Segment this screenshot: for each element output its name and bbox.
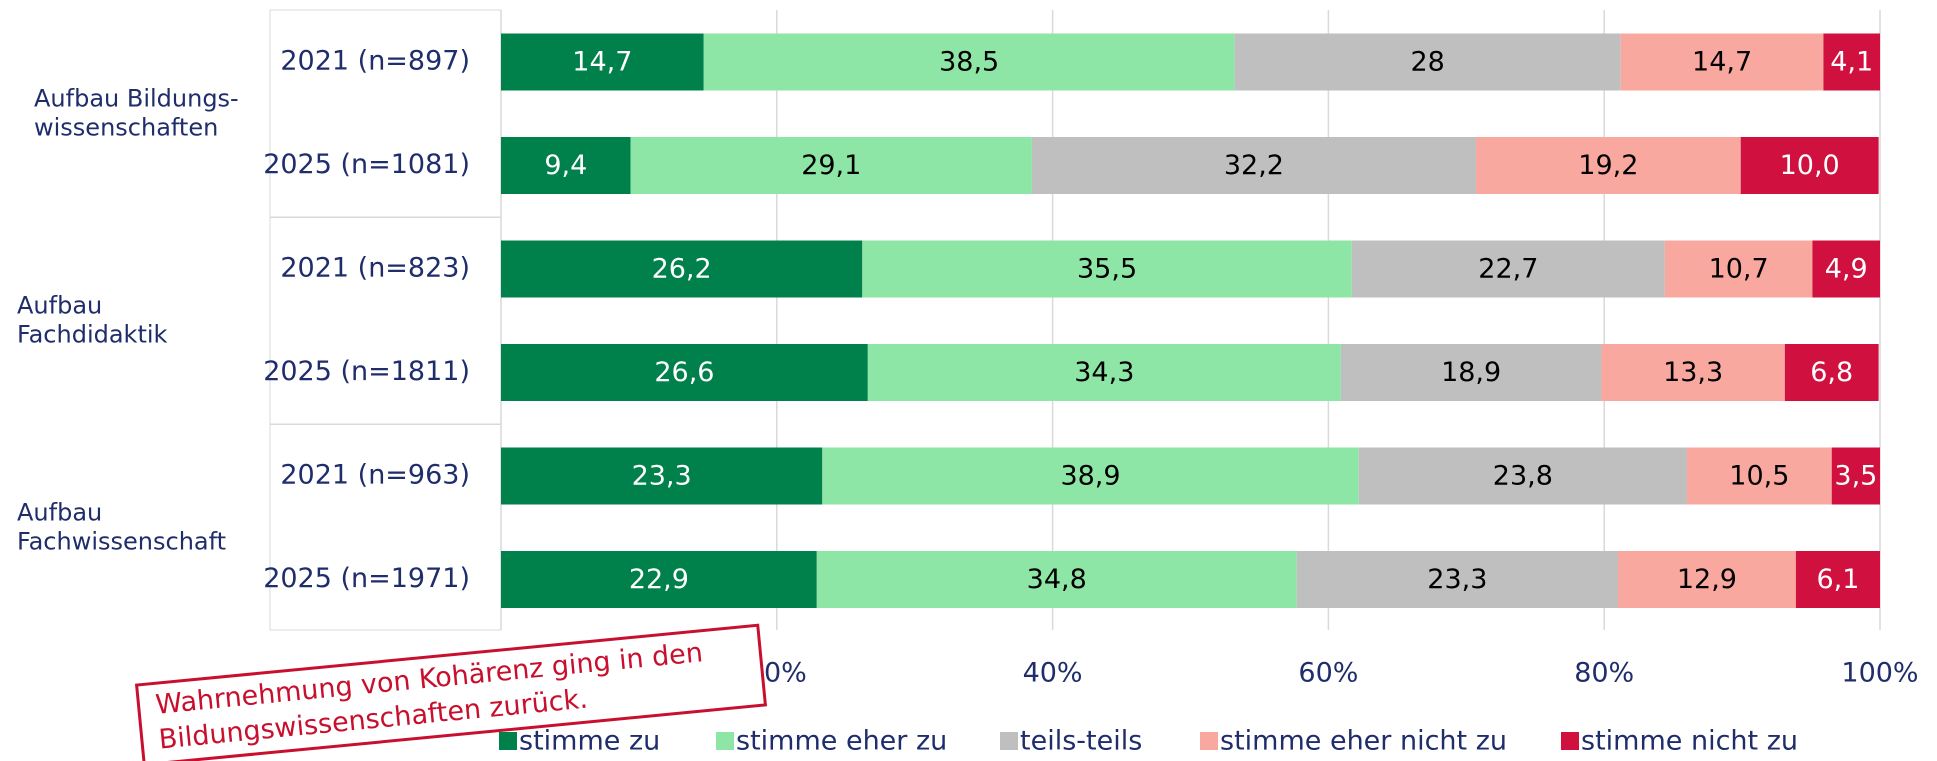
legend-label: stimme eher nicht zu	[1220, 726, 1507, 757]
annotation: Wahrnehmung von Kohärenz ging in den Bil…	[134, 623, 768, 761]
category-label: 2021 (n=823)	[280, 253, 470, 284]
bar-segment	[1601, 344, 1785, 401]
group-label: Aufbau	[17, 498, 102, 526]
group-label: Fachdidaktik	[17, 320, 168, 348]
category-label: 2025 (n=1081)	[263, 149, 470, 180]
value-label: 22,7	[1478, 254, 1538, 285]
value-label: 12,9	[1677, 564, 1737, 595]
bar-segment	[1475, 137, 1741, 194]
group-label: Fachwissenschaft	[17, 527, 226, 555]
bar-segment	[1686, 447, 1832, 505]
bar-segment	[816, 551, 1297, 608]
bar-segment	[501, 33, 704, 91]
value-label: 23,3	[1427, 564, 1487, 595]
value-label: 34,8	[1027, 564, 1087, 595]
bar-segment	[862, 240, 1352, 298]
legend-swatch	[499, 732, 517, 750]
bar-segment	[1358, 447, 1687, 505]
bar-segment	[1784, 344, 1879, 401]
value-label: 6,8	[1810, 357, 1853, 388]
legend-swatch	[716, 732, 734, 750]
value-label: 29,1	[801, 150, 861, 181]
bar-segment	[822, 447, 1359, 505]
value-label: 10,5	[1729, 461, 1789, 492]
bar-segment	[501, 344, 868, 401]
bar-segment	[1795, 551, 1880, 608]
value-label: 10,7	[1709, 254, 1769, 285]
bar-segment	[703, 33, 1235, 91]
category-label: 2025 (n=1971)	[263, 563, 470, 594]
value-label: 14,7	[572, 47, 632, 78]
annotation-box	[134, 623, 768, 761]
value-label: 19,2	[1578, 150, 1638, 181]
bar-segment	[1740, 137, 1879, 194]
bar-segment	[501, 551, 817, 608]
legend-swatch	[1561, 732, 1579, 750]
value-label: 6,1	[1816, 564, 1859, 595]
value-label: 4,9	[1825, 254, 1868, 285]
bar-segment	[501, 240, 863, 298]
value-label: 32,2	[1224, 150, 1284, 181]
group-label: Aufbau	[17, 291, 102, 319]
bar-segment	[501, 447, 823, 505]
value-label: 18,9	[1441, 357, 1501, 388]
bar-segment	[501, 137, 631, 194]
x-tick-label: 40%	[1023, 658, 1083, 689]
grid	[270, 10, 1881, 630]
value-label: 3,5	[1834, 461, 1877, 492]
bar-segment	[1812, 240, 1880, 298]
value-label: 35,5	[1077, 254, 1137, 285]
group-label: Aufbau Bildungs-	[34, 84, 239, 112]
value-label: 28	[1411, 47, 1445, 78]
value-label: 38,9	[1060, 461, 1120, 492]
bar-segment	[1031, 137, 1476, 194]
value-label: 23,3	[632, 461, 692, 492]
x-tick-label: 60%	[1298, 658, 1358, 689]
legend-swatch	[1000, 732, 1018, 750]
category-label: 2025 (n=1811)	[263, 356, 470, 387]
value-label: 38,5	[939, 47, 999, 78]
bar-segment	[1620, 33, 1824, 91]
legend-label: stimme eher zu	[736, 726, 947, 757]
value-label: 22,9	[629, 564, 689, 595]
bar-segment	[1351, 240, 1665, 298]
value-label: 10,0	[1780, 150, 1840, 181]
value-label: 4,1	[1830, 47, 1873, 78]
value-label: 23,8	[1493, 461, 1553, 492]
bar-segment	[1340, 344, 1602, 401]
category-label: 2021 (n=963)	[280, 460, 470, 491]
x-tick-label: 100%	[1841, 658, 1918, 689]
labels: 0%20%40%60%80%100%Aufbau Bildungs-wissen…	[17, 46, 1919, 757]
x-tick-label: 80%	[1574, 658, 1634, 689]
value-label: 26,6	[654, 357, 714, 388]
bar-segment	[1823, 33, 1880, 91]
legend-label: teils-teils	[1020, 726, 1142, 757]
bars	[501, 33, 1880, 608]
bar-segment	[1664, 240, 1813, 298]
bar-segment	[1831, 447, 1880, 505]
group-label: wissenschaften	[34, 113, 218, 141]
value-label: 34,3	[1074, 357, 1134, 388]
value-label: 26,2	[652, 254, 712, 285]
bar-segment	[1234, 33, 1621, 91]
bar-segment	[1617, 551, 1796, 608]
value-label: 9,4	[544, 150, 587, 181]
label-panel	[269, 9, 502, 631]
bar-segment	[867, 344, 1341, 401]
bar-segment	[630, 137, 1032, 194]
value-label: 14,7	[1692, 47, 1752, 78]
bar-segment	[1296, 551, 1618, 608]
legend-swatch	[1200, 732, 1218, 750]
value-label: 13,3	[1663, 357, 1723, 388]
legend-label: stimme zu	[519, 726, 660, 757]
category-label: 2021 (n=897)	[280, 46, 470, 77]
legend-label: stimme nicht zu	[1581, 726, 1798, 757]
